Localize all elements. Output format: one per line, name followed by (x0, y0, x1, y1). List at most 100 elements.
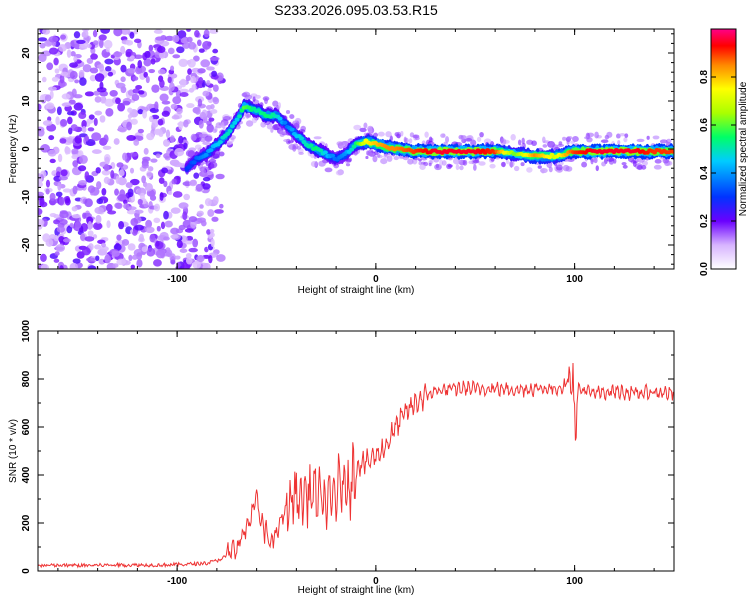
ridge-segment (225, 131, 231, 136)
noise-speckle (137, 60, 143, 69)
ridge-halo-speckle (521, 137, 525, 145)
ridge-halo-speckle (478, 161, 486, 166)
ridge-halo-speckle (324, 167, 333, 173)
noise-speckle (72, 258, 81, 264)
noise-speckle (178, 202, 189, 209)
ridge-halo-speckle (565, 166, 573, 172)
noise-speckle (91, 149, 102, 154)
noise-speckle (212, 48, 219, 54)
noise-speckle (153, 128, 163, 136)
noise-speckle (67, 116, 73, 125)
noise-speckle (185, 252, 192, 259)
noise-speckle (53, 57, 59, 66)
noise-speckle (169, 82, 175, 92)
ridge-segment (322, 150, 328, 155)
noise-speckle (98, 39, 104, 49)
noise-speckle (146, 172, 154, 177)
ridge-halo-speckle (221, 121, 225, 128)
noise-speckle (103, 39, 113, 49)
ridge-halo-speckle (447, 164, 453, 168)
noise-speckle (198, 120, 204, 129)
ridge-halo-speckle (201, 168, 207, 175)
x-tick-label: -100 (167, 576, 187, 587)
noise-speckle (169, 135, 175, 143)
ridge-halo-speckle (298, 151, 304, 155)
ridge-halo-speckle (353, 124, 362, 131)
ridge-halo-speckle (500, 138, 507, 146)
noise-speckle (87, 185, 96, 193)
ridge-halo-speckle (653, 164, 662, 170)
noise-speckle (203, 29, 210, 38)
ridge-halo-speckle (215, 153, 221, 159)
noise-speckle (178, 135, 184, 144)
noise-speckle (125, 40, 134, 46)
noise-speckle (137, 128, 145, 134)
ridge-halo-speckle (476, 136, 482, 142)
noise-speckle (69, 70, 78, 80)
noise-speckle (143, 147, 149, 155)
noise-speckle (62, 238, 71, 243)
noise-speckle (86, 43, 92, 49)
spectrogram-x-ticks: -100 0 100 (57, 29, 655, 285)
noise-speckle (167, 76, 172, 84)
noise-speckle (183, 193, 191, 201)
x-tick-label: 100 (566, 576, 583, 587)
y-tick-label: 600 (21, 418, 32, 435)
noise-speckle (186, 29, 192, 32)
noise-speckle (86, 57, 94, 65)
ridge-halo-speckle (407, 158, 414, 165)
noise-speckle (66, 225, 73, 234)
noise-speckle (174, 255, 181, 260)
ridge-segment (239, 108, 245, 113)
noise-speckle (178, 58, 188, 68)
noise-speckle (56, 225, 66, 233)
ridge-halo-speckle (396, 133, 401, 139)
ridge-halo-speckle (435, 163, 440, 169)
noise-speckle (174, 147, 185, 157)
noise-speckle (84, 198, 93, 208)
ridge-segment (186, 165, 192, 170)
noise-speckle (91, 132, 102, 141)
noise-speckle (42, 120, 53, 127)
ridge-halo-speckle (600, 139, 609, 143)
noise-speckle (66, 137, 73, 144)
snr-x-ticks: -100 0 100 (57, 331, 655, 587)
noise-speckle (195, 183, 203, 192)
noise-speckle (87, 221, 93, 230)
noise-speckle (187, 58, 196, 68)
noise-speckle (125, 182, 133, 189)
noise-speckle (84, 236, 95, 242)
noise-speckle (89, 74, 97, 82)
ridge-halo-speckle (570, 140, 576, 144)
ridge-halo-speckle (617, 140, 621, 145)
ridge-halo-speckle (250, 93, 258, 98)
noise-speckle (211, 70, 218, 77)
noise-speckle (115, 202, 123, 210)
ridge-halo-speckle (566, 135, 573, 140)
ridge-halo-speckle (408, 138, 413, 144)
noise-speckle (142, 109, 147, 119)
noise-speckle (67, 127, 73, 135)
noise-speckle (94, 244, 102, 250)
noise-speckle (121, 239, 130, 246)
noise-speckle (102, 145, 112, 150)
noise-speckle (144, 50, 151, 59)
noise-speckle (45, 188, 50, 195)
noise-speckle (55, 191, 63, 197)
noise-speckle (164, 35, 175, 42)
noise-speckle (99, 115, 106, 123)
noise-speckle (179, 78, 187, 88)
noise-speckle (170, 207, 181, 214)
noise-speckle (90, 53, 98, 60)
noise-speckle (46, 62, 54, 71)
noise-speckle (81, 125, 87, 133)
noise-speckle (73, 56, 78, 62)
snr-x-axis-label: Height of straight line (km) (298, 585, 415, 596)
spectrogram-y-ticks: -20 -10 0 10 20 (21, 33, 674, 265)
noise-speckle (87, 265, 97, 269)
noise-speckle (160, 221, 166, 230)
noise-speckle (95, 167, 101, 174)
noise-speckle (105, 66, 112, 72)
ridge-halo-speckle (393, 156, 399, 161)
ridge-segment (229, 124, 235, 129)
